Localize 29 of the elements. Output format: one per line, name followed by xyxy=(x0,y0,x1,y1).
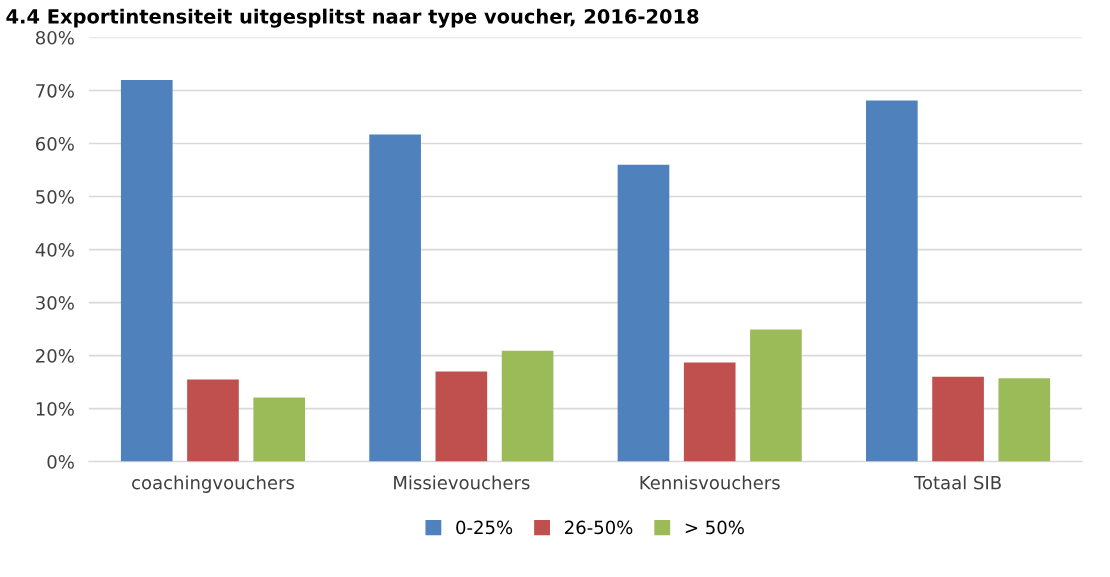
legend-label: > 50% xyxy=(685,520,744,535)
y-tick-label: 50% xyxy=(36,190,74,204)
y-tick-label: 10% xyxy=(36,402,74,416)
y-tick-label: 80% xyxy=(36,30,74,45)
bar xyxy=(998,378,1051,462)
bar xyxy=(120,79,173,462)
bar xyxy=(932,376,984,462)
chart-title: 4.4 Exportintensiteit uitgesplitst naar type voucher, 2016-2018 xyxy=(6,8,699,28)
y-tick-label: 0% xyxy=(47,455,74,469)
bar xyxy=(683,362,736,462)
bar xyxy=(187,379,239,462)
legend-label: 0-25% xyxy=(456,520,513,535)
y-tick-label: 60% xyxy=(36,136,74,151)
y-tick-label: 20% xyxy=(36,349,74,363)
y-tick-label: 70% xyxy=(36,83,74,98)
x-tick-label: Kennisvouchers xyxy=(640,475,780,490)
x-tick-label: coachingvouchers xyxy=(132,475,294,493)
x-tick-label: Missievouchers xyxy=(394,475,530,490)
bar xyxy=(435,371,488,462)
x-tick-label: Totaal SIB xyxy=(913,475,1001,490)
bar xyxy=(617,164,670,462)
legend-label: 26-50% xyxy=(565,520,633,535)
bar xyxy=(750,329,802,462)
bar xyxy=(253,397,306,462)
bar xyxy=(866,100,918,462)
y-tick-label: 40% xyxy=(35,243,74,257)
bar xyxy=(501,350,554,462)
y-tick-label: 30% xyxy=(36,296,74,310)
bar xyxy=(369,134,421,462)
